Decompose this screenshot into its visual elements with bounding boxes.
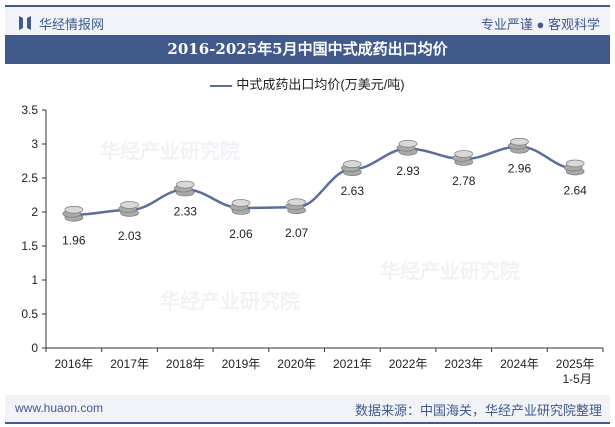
data-point-marker <box>563 159 585 176</box>
header: 华经情报网 专业严谨 ● 客观科学 <box>5 7 610 35</box>
x-tick-label: 2016年 <box>54 357 93 371</box>
watermark: 华经产业研究院 <box>100 141 240 163</box>
bottom-border <box>5 422 610 424</box>
data-label: 2.78 <box>452 174 476 188</box>
data-label: 2.07 <box>285 226 309 240</box>
legend-swatch <box>210 84 233 87</box>
data-point-marker <box>452 150 474 166</box>
data-point-marker <box>229 199 251 215</box>
watermark: 华经产业研究院 <box>160 291 300 313</box>
x-tick-label: 1-5月 <box>562 372 591 386</box>
y-tick-label: 3 <box>31 137 38 151</box>
data-label: 2.63 <box>341 184 365 198</box>
data-label: 1.96 <box>62 234 86 248</box>
chart-title: 2016-2025年5月中国中式成药出口均价 <box>5 35 610 64</box>
series-line <box>73 145 576 216</box>
legend-label: 中式成药出口均价(万美元/吨) <box>236 77 405 92</box>
x-tick-label: 2017年 <box>110 357 149 371</box>
y-tick-label: 0 <box>31 341 38 355</box>
y-tick-label: 1.5 <box>21 239 38 253</box>
footer: www.huaon.com 数据来源：中国海关，华经产业研究院整理 <box>5 395 610 422</box>
data-label: 2.03 <box>118 229 142 243</box>
data-point-marker <box>396 139 418 156</box>
top-border <box>5 5 610 7</box>
y-tick-label: 2.5 <box>21 171 38 185</box>
x-tick-label: 2020年 <box>277 357 316 371</box>
data-point-marker <box>118 201 139 217</box>
data-label: 2.33 <box>174 205 198 219</box>
data-source: 数据来源：中国海关，华经产业研究院整理 <box>354 403 602 418</box>
y-tick-label: 0.5 <box>21 307 38 321</box>
legend: 中式成药出口均价(万美元/吨) <box>0 74 615 93</box>
x-tick-label: 2019年 <box>222 357 261 371</box>
slogan: 专业严谨 ● 客观科学 <box>480 17 600 32</box>
x-tick-label: 2018年 <box>166 357 205 371</box>
data-label: 2.96 <box>508 162 532 176</box>
data-point-marker <box>341 160 362 177</box>
watermark: 华经产业研究院 <box>380 261 520 283</box>
data-point-marker <box>285 198 306 215</box>
x-tick-label: 2021年 <box>333 357 372 371</box>
data-label: 2.93 <box>396 164 420 178</box>
data-label: 2.06 <box>229 227 253 241</box>
logo-icon <box>19 16 31 30</box>
data-point-marker <box>508 137 529 154</box>
brand-name: 华经情报网 <box>39 17 105 32</box>
y-tick-label: 2 <box>31 205 38 219</box>
x-tick-label: 2024年 <box>500 357 539 371</box>
x-tick-label: 2025年 <box>556 357 595 371</box>
data-point-marker <box>62 205 84 222</box>
site-url[interactable]: www.huaon.com <box>15 401 104 415</box>
data-label: 2.64 <box>563 183 587 197</box>
data-point-marker <box>173 180 195 197</box>
x-tick-label: 2022年 <box>389 357 428 371</box>
x-tick-label: 2023年 <box>444 357 483 371</box>
y-tick-label: 1 <box>31 273 38 287</box>
y-tick-label: 3.5 <box>21 103 38 117</box>
